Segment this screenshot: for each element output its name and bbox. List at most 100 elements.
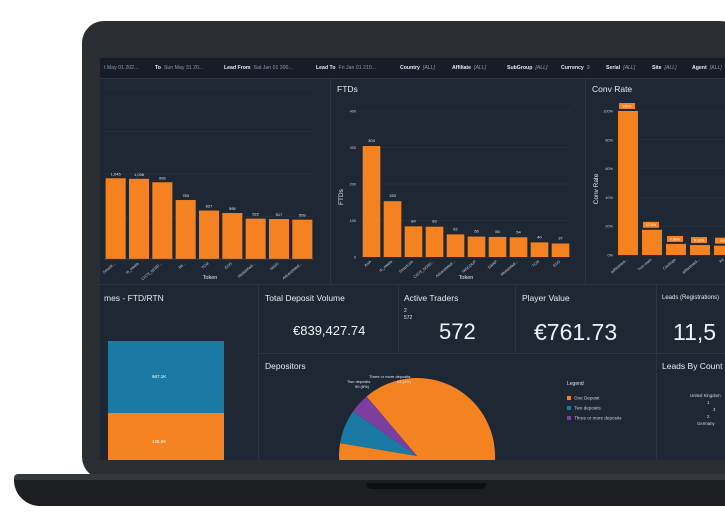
bar-1[interactable] [642,229,662,255]
legend-swatch[interactable] [567,406,571,410]
data-label-box[interactable] [691,237,707,244]
laptop-notch [366,483,486,489]
bar-8[interactable] [530,242,549,257]
data-label-box[interactable] [619,103,635,109]
tick-label: EDG [552,260,561,268]
bar-9[interactable] [551,243,570,257]
bar-0[interactable] [362,146,381,257]
volume-rtn-segment[interactable] [108,341,224,413]
data-label: 37 [558,235,563,240]
y-axis-title: FTDs [338,188,345,205]
data-label: 627 [206,204,213,209]
volume-rtn-label: 667.1K [152,374,167,379]
pie-slice-0[interactable] [339,378,495,460]
filter-lead-from[interactable]: Lead From Sat Jan 01 200... [224,65,293,71]
tick-label: Ad [719,258,725,264]
bar-1[interactable] [128,178,150,259]
bar-3[interactable] [175,200,196,259]
bar-1[interactable] [383,201,402,257]
legend-swatch[interactable] [567,396,571,400]
bar-7[interactable] [509,237,528,257]
conv-rate-title: Conv Rate [592,84,633,94]
legend-swatch[interactable] [567,416,571,420]
tick-label: MGID [269,262,279,272]
bar-4[interactable] [446,234,465,257]
filter-date-from[interactable]: t May 01 202... [104,65,139,71]
bar-2[interactable] [666,243,686,255]
filter-affiliate[interactable]: Affiliate [ALL] [452,65,487,71]
x-axis-title: Token [459,275,474,281]
bar-5[interactable] [222,213,243,259]
ftds-chart-panel: FTDs 0 100 200 300 400 304 AsiA 153 m_media 84 Sma… [330,78,586,285]
leads-title: Leads (Registrations) [662,295,720,301]
y-tick-label: 200 [350,183,356,187]
y-tick-label: 60% [605,167,613,171]
filter-date-to[interactable]: To Sun May 31 20... [155,65,204,71]
legend-label: Three or more deposits [574,416,622,421]
depositors-title: Depositors [265,361,306,371]
depositors-panel: Depositors Three or more deposits 53 (4%)… [258,353,657,460]
tick-label: AdsandMedi... [435,260,456,279]
y-tick-label: 100% [603,110,613,114]
data-label: 84 [411,218,416,223]
tick-label: m_media [125,261,140,275]
filter-bar: t May 01 202... To Sun May 31 20... Lead … [100,58,725,79]
data-label: 100% [622,104,632,108]
pie-slice-1[interactable] [340,411,417,456]
volume-panel: mes - FTD/RTN 667.1K 426.8K [100,284,259,460]
filter-serial[interactable]: Serial [ALL] [606,65,636,71]
filter-lead-to[interactable]: Lead To Fri Jan 01 210... [316,65,377,71]
data-label: 517 [276,212,283,217]
volume-title: mes - FTD/RTN [104,293,164,303]
bar-3[interactable] [425,226,444,257]
volume-ftd-segment[interactable] [108,413,224,460]
data-label-box[interactable] [643,221,659,228]
total-deposit-volume-card: Total Deposit Volume €839,427.74 [258,284,399,354]
tick-label: adfactmedi... [681,258,700,275]
bar-0[interactable] [105,178,126,259]
y-tick-label: 400 [350,110,356,114]
filter-subgroup[interactable]: SubGroup [ALL] [507,65,548,71]
filter-site[interactable]: Site [ALL] [652,65,677,71]
bar-5[interactable] [467,236,486,257]
bar-6[interactable] [245,218,266,259]
bar-2[interactable] [404,226,423,257]
bar-7[interactable] [268,219,290,259]
bar-3[interactable] [690,245,710,255]
active-traders-card: Active Traders 2 572 572 [398,284,516,354]
leads-value: 11,5 [673,319,717,345]
data-label-box[interactable] [715,237,725,244]
total-deposit-volume-value: €839,427.74 [293,323,366,338]
pie-label: Three or more deposits [369,374,410,379]
data-label: 153 [389,193,396,198]
tick-label: AdsandMedi... [282,262,303,281]
filter-currency[interactable]: Currency 3 [561,65,590,71]
data-label-box[interactable] [667,235,683,242]
country-label: Germany [697,421,715,426]
country-value: 1 [707,400,710,405]
tick-label: adfactmed... [610,258,629,275]
filter-country[interactable]: Country [ALL] [400,65,436,71]
conv-rate-panel: Conv Rate 0% 20% 40% 60% 80% 100% 100% adfactme… [585,78,725,285]
data-label: 1,045 [111,171,122,176]
tick-label: CG73_NO3D... [413,260,435,280]
tick-label: CG73_NO3D... [141,262,163,282]
ftds-bar-chart: 0 100 200 300 400 304 AsiA 153 m_media 84 SmartLin… [338,110,571,281]
ftds-chart-title: FTDs [337,84,358,94]
tick-label: TCM [201,262,210,270]
bar-8[interactable] [292,219,313,259]
leads-by-country-panel: Leads By Count United Kingdom 1 3 2 Germ… [656,353,725,460]
bar-4[interactable] [714,245,725,255]
bar-6[interactable] [488,236,507,257]
active-traders-sub2: 572 [404,315,413,321]
tick-label: TCM [531,260,540,268]
pie-slice-2[interactable] [352,396,417,456]
bar-0[interactable] [618,111,638,255]
data-label: 54 [516,229,521,234]
bar-2[interactable] [152,182,173,259]
bar-4[interactable] [198,210,220,259]
active-traders-title: Active Traders [404,293,459,303]
player-value-title: Player Value [522,293,570,303]
tick-label: AsiA [364,259,373,267]
filter-agent[interactable]: Agent [ALL] [692,65,722,71]
